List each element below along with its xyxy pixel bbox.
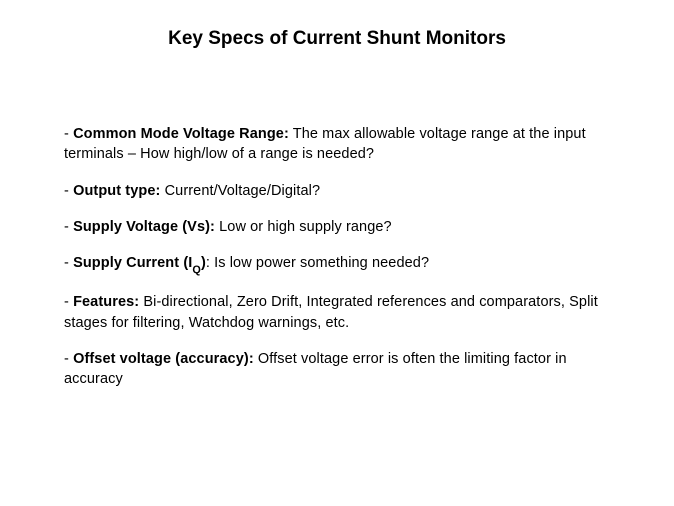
spec-label: Features:	[73, 294, 139, 310]
spec-label: Offset voltage (accuracy):	[73, 351, 254, 367]
spec-item: - Common Mode Voltage Range: The max all…	[64, 124, 616, 165]
spec-label: Common Mode Voltage Range:	[73, 126, 289, 142]
content-list: - Common Mode Voltage Range: The max all…	[64, 124, 616, 405]
spec-label: Supply Voltage (Vs):	[73, 219, 215, 235]
spec-item: - Output type: Current/Voltage/Digital?	[64, 181, 616, 201]
spec-item: - Features: Bi-directional, Zero Drift, …	[64, 292, 616, 333]
spec-text: Bi-directional, Zero Drift, Integrated r…	[64, 294, 598, 330]
spec-item: - Supply Current (IQ): Is low power some…	[64, 253, 616, 276]
spec-text: Current/Voltage/Digital?	[160, 183, 320, 199]
slide-title: Key Specs of Current Shunt Monitors	[0, 28, 674, 50]
spec-label: Output type:	[73, 183, 160, 199]
spec-item: - Supply Voltage (Vs): Low or high suppl…	[64, 217, 616, 237]
spec-text: Low or high supply range?	[215, 219, 392, 235]
spec-label: Supply Current (IQ)	[73, 255, 206, 271]
spec-text: : Is low power something needed?	[206, 255, 429, 271]
spec-item: - Offset voltage (accuracy): Offset volt…	[64, 349, 616, 390]
